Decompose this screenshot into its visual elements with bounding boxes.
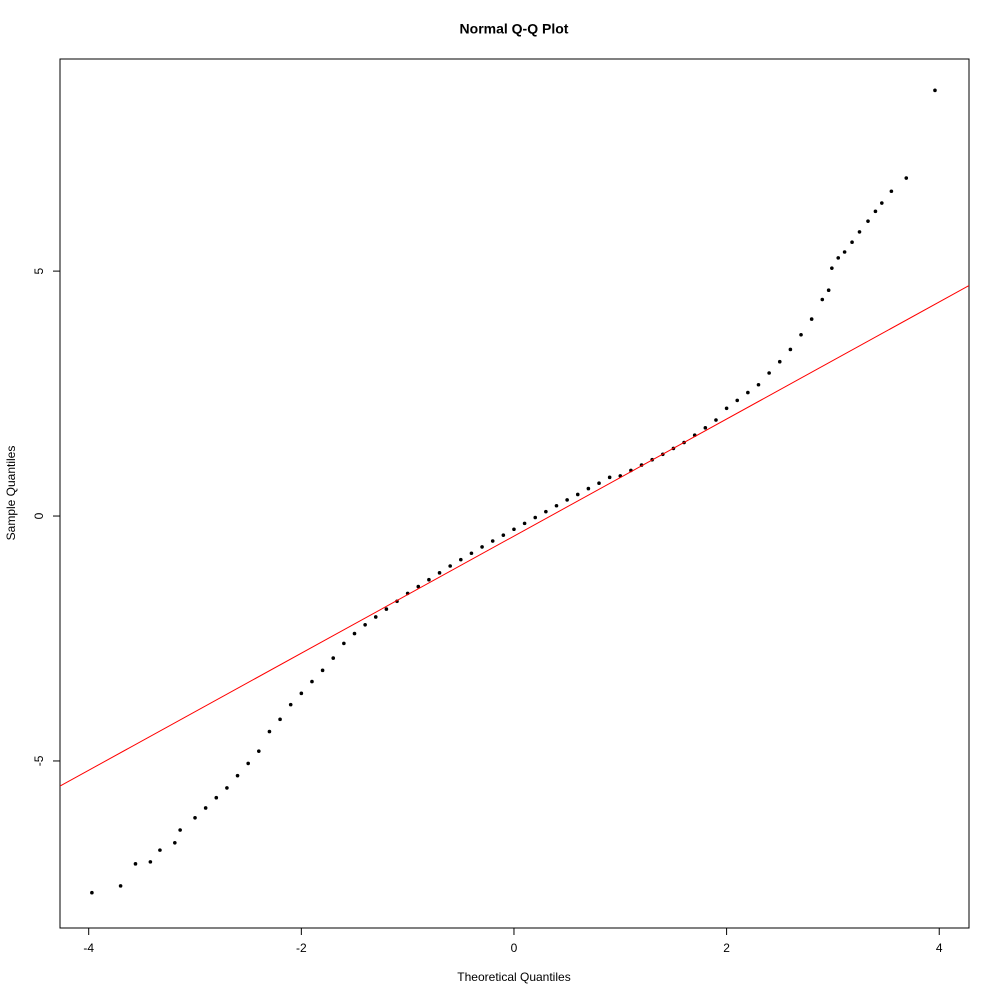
- point: [352, 631, 357, 636]
- point: [331, 656, 336, 660]
- point: [267, 729, 272, 734]
- x-tick-label: 2: [723, 941, 730, 955]
- point: [788, 347, 793, 352]
- point: [565, 498, 569, 502]
- point: [724, 406, 729, 411]
- point: [133, 862, 138, 866]
- point: [586, 486, 591, 491]
- plot-area: [60, 88, 969, 895]
- point: [703, 426, 708, 430]
- point: [533, 515, 538, 520]
- point: [799, 332, 803, 337]
- point: [310, 679, 314, 684]
- point: [501, 533, 506, 537]
- point: [158, 848, 162, 852]
- point: [459, 557, 463, 562]
- point: [416, 584, 421, 589]
- point: [203, 806, 208, 810]
- point: [777, 359, 782, 364]
- point: [257, 749, 261, 753]
- point: [178, 828, 182, 832]
- x-axis-label: Theoretical Quantiles: [457, 970, 570, 984]
- point: [857, 230, 862, 234]
- point: [809, 317, 814, 321]
- point: [299, 691, 304, 696]
- point: [607, 475, 612, 480]
- reference-line: [60, 285, 969, 787]
- x-tick-label: -2: [296, 941, 307, 955]
- y-tick-label: -5: [32, 755, 46, 766]
- x-tick-label: -4: [83, 941, 94, 955]
- point: [512, 527, 516, 532]
- x-tick-label: 0: [511, 941, 518, 955]
- point: [148, 860, 153, 864]
- point: [735, 398, 740, 403]
- point: [714, 418, 718, 422]
- point: [933, 88, 937, 93]
- point: [756, 382, 761, 387]
- point: [480, 545, 484, 549]
- point: [830, 266, 834, 270]
- point: [522, 521, 527, 526]
- point: [384, 607, 389, 611]
- point: [246, 761, 250, 766]
- point: [363, 622, 367, 627]
- point: [118, 884, 123, 888]
- point: [490, 539, 495, 543]
- point: [575, 492, 580, 497]
- point: [90, 890, 94, 895]
- point: [448, 564, 452, 568]
- point: [373, 615, 378, 619]
- point: [889, 189, 894, 194]
- point: [235, 773, 240, 778]
- point: [904, 176, 909, 180]
- chart-title: Normal Q-Q Plot: [460, 21, 569, 37]
- point: [427, 577, 431, 582]
- point: [767, 371, 771, 375]
- point: [880, 201, 884, 205]
- point: [469, 551, 474, 556]
- y-axis-label: Sample Quantiles: [4, 446, 18, 541]
- y-tick-label: 5: [32, 267, 46, 274]
- point: [342, 641, 346, 646]
- point: [173, 840, 177, 845]
- point: [278, 717, 282, 722]
- point: [554, 503, 559, 508]
- x-tick-label: 4: [936, 941, 943, 955]
- point: [320, 668, 325, 673]
- point: [850, 240, 854, 245]
- point: [836, 256, 841, 260]
- point: [544, 509, 548, 514]
- y-tick-label: 0: [32, 512, 46, 519]
- point: [288, 702, 293, 707]
- plot-frame: [59, 58, 970, 929]
- point: [826, 288, 831, 293]
- point: [820, 297, 825, 302]
- point: [842, 250, 847, 254]
- point: [866, 219, 870, 223]
- point: [597, 481, 601, 486]
- point: [873, 209, 878, 214]
- point: [225, 786, 229, 790]
- point: [214, 795, 219, 800]
- point: [746, 390, 750, 395]
- point: [193, 815, 197, 820]
- point: [437, 571, 442, 575]
